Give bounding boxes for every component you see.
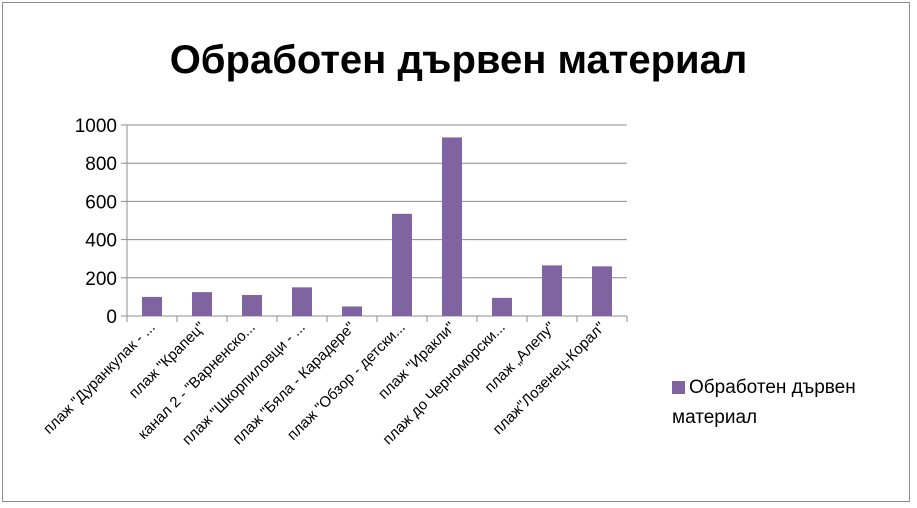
bar xyxy=(442,137,462,316)
bar xyxy=(492,297,512,316)
y-tick-label: 800 xyxy=(85,154,117,175)
legend-swatch xyxy=(672,381,685,394)
y-tick-label: 600 xyxy=(85,192,117,213)
y-tick-label: 400 xyxy=(85,231,117,252)
legend: Обработен дървен материал xyxy=(672,373,907,433)
bar xyxy=(342,306,362,316)
bar xyxy=(392,213,412,316)
bar xyxy=(542,265,562,316)
y-tick-label: 1000 xyxy=(75,116,117,137)
bar xyxy=(242,294,262,316)
bar xyxy=(592,266,612,316)
bar xyxy=(292,287,312,316)
y-tick-label: 200 xyxy=(85,269,117,290)
bar xyxy=(142,296,162,316)
y-tick-label: 0 xyxy=(106,307,117,328)
chart-title: Обработен дървен материал xyxy=(169,38,748,82)
bar xyxy=(192,292,212,316)
legend-label: Обработен дървен материал xyxy=(672,377,856,428)
